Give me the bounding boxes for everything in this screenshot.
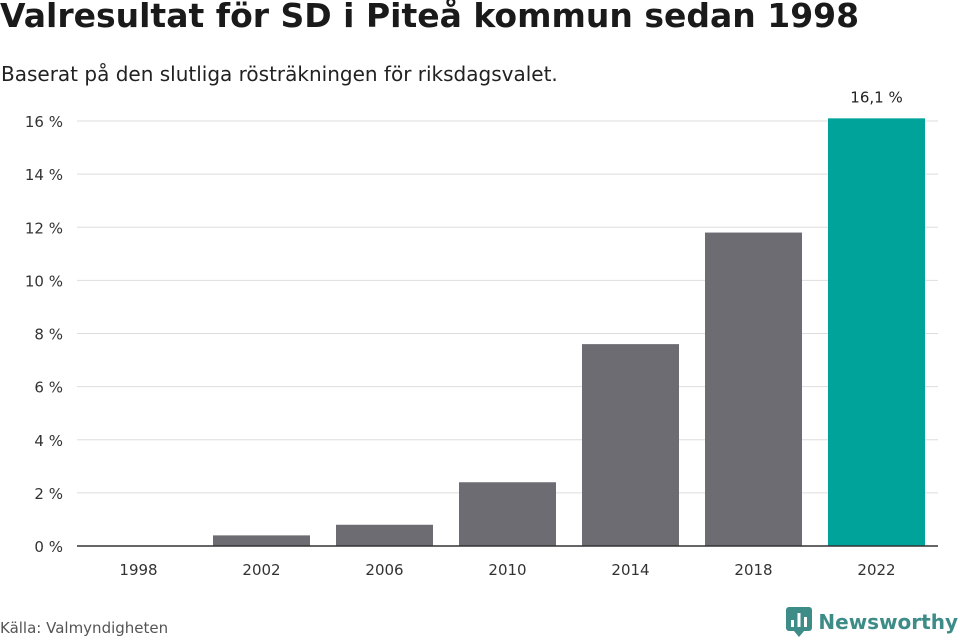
bar	[582, 344, 679, 546]
y-tick-label: 2 %	[34, 485, 63, 503]
x-tick-label: 2022	[857, 561, 895, 579]
y-tick-label: 16 %	[25, 113, 63, 131]
chart-subtitle: Baserat på den slutliga rösträkningen fö…	[1, 62, 558, 86]
bar	[459, 482, 556, 546]
x-tick-label: 2018	[734, 561, 772, 579]
brand-logo: Newsworthy	[786, 606, 958, 638]
source-note: Källa: Valmyndigheten	[0, 619, 169, 637]
y-tick-label: 0 %	[34, 538, 63, 556]
y-tick-label: 12 %	[25, 219, 63, 237]
x-tick-label: 2010	[488, 561, 526, 579]
x-tick-label: 1998	[119, 561, 157, 579]
data-label: 16,1 %	[850, 88, 902, 106]
x-tick-label: 2006	[365, 561, 403, 579]
bar	[828, 118, 925, 546]
chart-title: Valresultat för SD i Piteå kommun sedan …	[0, 0, 860, 35]
bar	[705, 232, 802, 546]
bar	[213, 535, 310, 546]
bar	[336, 524, 433, 546]
y-tick-label: 14 %	[25, 166, 63, 184]
y-tick-label: 8 %	[34, 326, 63, 344]
y-tick-label: 10 %	[25, 272, 63, 290]
y-tick-label: 6 %	[34, 379, 63, 397]
bar-chart: 0 % 2 % 4 % 6 % 8 % 10 % 12 % 14 % 16 % 1998 2002 2…	[25, 88, 938, 579]
newsworthy-logo-icon	[786, 607, 813, 637]
x-tick-label: 2014	[611, 561, 649, 579]
brand-name: Newsworthy	[818, 610, 958, 634]
y-tick-label: 4 %	[34, 432, 63, 450]
x-tick-label: 2002	[242, 561, 280, 579]
